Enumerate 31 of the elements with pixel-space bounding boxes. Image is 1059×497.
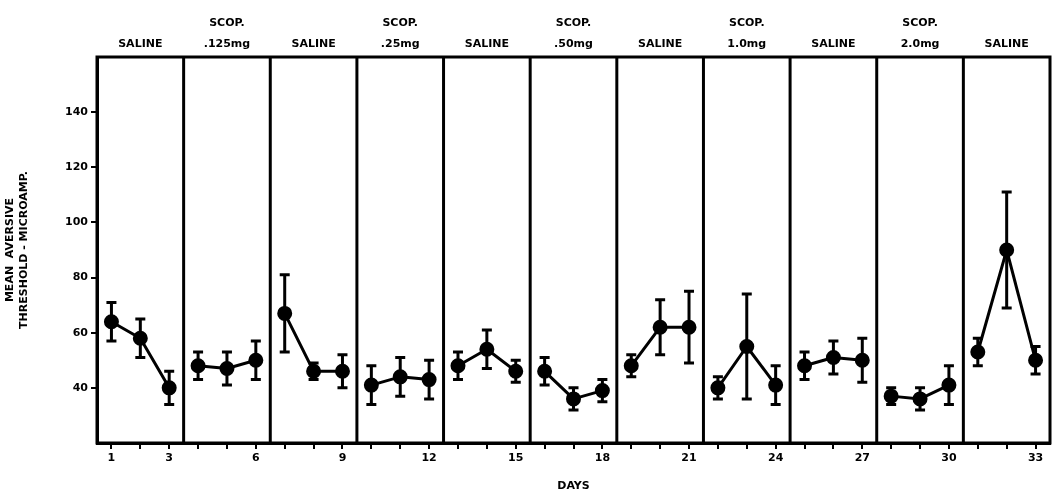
x-tick-label: 15 bbox=[508, 451, 524, 465]
y-tick-label: 80 bbox=[72, 270, 89, 284]
x-tick-label: 6 bbox=[252, 451, 261, 465]
text: SALINE bbox=[811, 37, 856, 50]
y-tick-label: 120 bbox=[65, 160, 89, 174]
text: SCOP. 2.0mg bbox=[900, 16, 940, 50]
text: SALINE bbox=[638, 37, 683, 50]
x-tick-label: 1 bbox=[107, 451, 116, 465]
x-tick-label: 18 bbox=[594, 451, 611, 465]
x-axis-title: DAYS bbox=[557, 479, 590, 493]
text: SALINE bbox=[291, 37, 336, 50]
x-tick-label: 33 bbox=[1027, 451, 1044, 465]
y-tick-label: 100 bbox=[65, 215, 89, 229]
x-tick-label: 24 bbox=[768, 451, 784, 465]
y-tick-label: 140 bbox=[65, 105, 89, 118]
text: SALINE bbox=[984, 37, 1029, 50]
text: SCOP. 1.0mg bbox=[727, 16, 767, 50]
x-tick-label: 3 bbox=[165, 451, 174, 465]
y-tick-label: 40 bbox=[72, 380, 89, 394]
x-tick-label: 27 bbox=[854, 451, 870, 465]
text: SCOP. .125mg bbox=[203, 16, 251, 50]
x-tick-label: 9 bbox=[338, 451, 347, 465]
text: SALINE bbox=[464, 37, 509, 50]
x-tick-label: 21 bbox=[681, 451, 697, 465]
y-tick-label: 60 bbox=[72, 325, 89, 339]
text: SCOP. .50mg bbox=[554, 16, 593, 50]
x-tick-label: 12 bbox=[421, 451, 437, 465]
text: SCOP. .25mg bbox=[380, 16, 420, 50]
y-axis-title: MEAN AVERSIVE THRESHOLD - MICROAMP. bbox=[3, 171, 30, 329]
text: SALINE bbox=[118, 37, 163, 50]
x-tick-label: 30 bbox=[941, 451, 957, 465]
